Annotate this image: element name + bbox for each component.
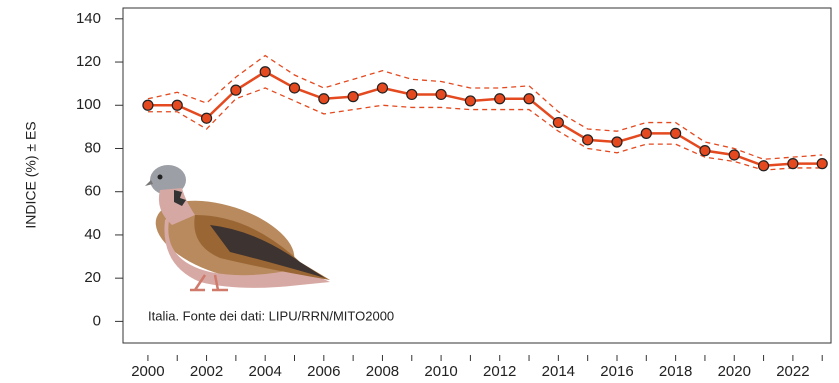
data-point [611,136,623,148]
data-point [787,158,799,170]
data-point [142,99,154,111]
x-tick-label: 2022 [776,363,809,380]
x-tick-label: 2004 [248,363,281,380]
y-tick-label: 60 [84,183,101,200]
x-tick-label: 2008 [366,363,399,380]
data-point [259,66,271,78]
data-point [171,99,183,111]
y-tick-label: 120 [76,53,101,70]
data-point [523,93,535,105]
x-tick-label: 2014 [542,363,575,380]
x-tick-label: 2016 [600,363,633,380]
x-tick-label: 2020 [718,363,751,380]
data-point [757,160,770,172]
y-tick-label: 100 [76,96,101,113]
bird-illustration [145,165,330,292]
x-tick-label: 2010 [424,363,457,380]
y-tick-label: 0 [93,312,101,329]
data-point [816,158,828,170]
data-point [464,95,477,107]
data-point [552,116,564,129]
plot-frame [122,7,832,344]
data-point [699,145,711,157]
y-tick-label: 80 [84,139,101,156]
data-point [640,127,652,139]
band-line [147,87,823,171]
data-line [147,70,823,168]
data-point [435,88,447,101]
data-point [200,112,213,124]
annotation: Italia. Fonte dei dati: LIPU/RRN/MITO200… [148,308,394,323]
x-tick-label: 2018 [659,363,692,380]
y-tick-label: 40 [84,226,101,243]
x-tick-label: 2006 [307,363,340,380]
y-tick-label: 20 [84,269,101,286]
x-tick-label: 2000 [131,363,164,380]
data-point [347,91,359,103]
data-point [318,93,330,105]
x-tick-label: 2012 [483,363,516,380]
band-line [147,54,823,160]
x-tick-label: 2002 [190,363,223,380]
data-point [494,93,506,105]
data-point [230,84,242,96]
data-point [728,149,740,161]
y-axis-label: INDICE (%) ± ES [23,121,39,228]
data-point [376,82,389,94]
data-point [288,82,301,94]
data-point [582,134,594,146]
y-tick-label: 140 [76,10,101,27]
data-point [670,127,682,139]
data-point [406,88,418,101]
